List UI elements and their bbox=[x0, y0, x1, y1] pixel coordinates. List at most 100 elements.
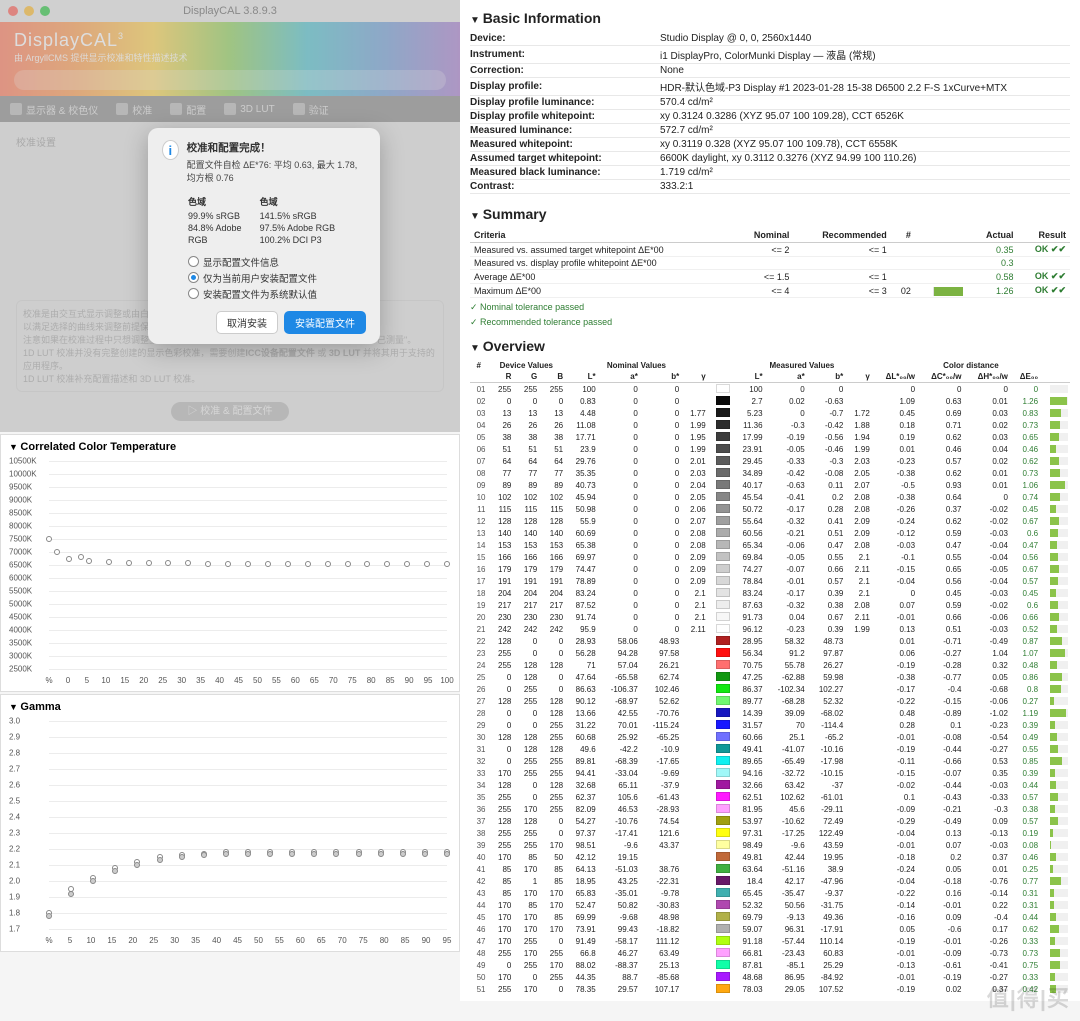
overview-row: 1111511511550.98002.0650.72-0.170.282.08… bbox=[470, 503, 1070, 515]
cct-chart-title: Correlated Color Temperature bbox=[9, 441, 451, 453]
overview-row: 1010210210245.94002.0545.54-0.410.22.08-… bbox=[470, 491, 1070, 503]
overview-row: 242551281287157.0426.2170.7555.7826.27-0… bbox=[470, 659, 1070, 671]
overview-row: 51255170078.3529.57107.1778.0329.05107.5… bbox=[470, 983, 1070, 995]
overview-row: 1212812812855.9002.0755.64-0.320.412.09-… bbox=[470, 515, 1070, 527]
toolbar-item[interactable]: 校准 bbox=[116, 102, 152, 117]
pass-nominal: Nominal tolerance passed bbox=[470, 302, 1070, 313]
overview-row: 232550056.2894.2897.5856.3491.297.870.06… bbox=[470, 647, 1070, 659]
overview-row: 1617917917974.47002.0974.27-0.070.662.11… bbox=[470, 563, 1070, 575]
overview-row: 0989898940.73002.0440.17-0.630.112.07-0.… bbox=[470, 479, 1070, 491]
overview-row: 221280028.9358.0648.9328.9558.3248.730.0… bbox=[470, 635, 1070, 647]
opt-show-profile-info[interactable]: 显示配置文件信息 bbox=[188, 255, 366, 269]
overview-row: 40170855042.1219.1549.8142.4419.95-0.180… bbox=[470, 851, 1070, 863]
window-title: DisplayCAL 3.8.9.3 bbox=[0, 5, 460, 17]
toolbar-item[interactable]: 显示器 & 校色仪 bbox=[10, 102, 98, 117]
overview-table: #Device ValuesNominal ValuesMeasured Val… bbox=[470, 360, 1070, 995]
displaycal-window: DisplayCAL 3.8.9.3 DisplayCAL3 由 ArgyllC… bbox=[0, 0, 460, 432]
overview-row: 1314014014060.69002.0860.56-0.210.512.09… bbox=[470, 527, 1070, 539]
overview-row: 260255086.63-106.37102.4686.37-102.34102… bbox=[470, 683, 1070, 695]
info-value: xy 0.3119 0.328 (XYZ 95.07 100 109.78), … bbox=[660, 138, 1070, 152]
info-value: i1 DisplayPro, ColorMunki Display — 液晶 (… bbox=[660, 46, 1070, 64]
info-key: Measured luminance: bbox=[470, 124, 660, 138]
pass-recommended: Recommended tolerance passed bbox=[470, 317, 1070, 328]
overview-row: 1516616616669.97002.0969.84-0.050.552.1-… bbox=[470, 551, 1070, 563]
overview-row: 31012812849.6-42.2-10.949.41-41.07-10.16… bbox=[470, 743, 1070, 755]
info-key: Measured whitepoint: bbox=[470, 138, 660, 152]
overview-row: 0125525525510000100000000 bbox=[470, 383, 1070, 396]
gamma-chart: 3.02.92.82.72.62.52.42.32.22.12.01.91.81… bbox=[9, 717, 451, 947]
overview-row: 2712825512890.12-68.9752.6289.77-68.2852… bbox=[470, 695, 1070, 707]
info-key: Display profile whitepoint: bbox=[470, 110, 660, 124]
opt-install-system-default[interactable]: 安装配置文件为系统默认值 bbox=[188, 287, 366, 301]
toolbar: 显示器 & 校色仪 校准 配置 3D LUT 验证 bbox=[0, 96, 460, 122]
info-key: Instrument: bbox=[470, 46, 660, 64]
cct-chart-block: Correlated Color Temperature 10500K10000… bbox=[0, 434, 460, 692]
overview-row: 47170255091.49-58.17111.1291.18-57.44110… bbox=[470, 935, 1070, 947]
overview-row: 1415315315365.38002.0865.34-0.060.472.08… bbox=[470, 539, 1070, 551]
overview-row: 32025525589.81-68.39-17.6589.65-65.49-17… bbox=[470, 755, 1070, 767]
overview-row: 3012812825560.6825.92-65.2560.6625.1-65.… bbox=[470, 731, 1070, 743]
info-value: None bbox=[660, 64, 1070, 78]
overview-row: 428518518.9543.25-22.3118.442.17-47.96-0… bbox=[470, 875, 1070, 887]
toolbar-item[interactable]: 3D LUT bbox=[224, 103, 274, 115]
info-icon: i bbox=[162, 140, 179, 160]
toolbar-item[interactable]: 配置 bbox=[170, 102, 206, 117]
overview-heading: Overview bbox=[470, 338, 1070, 354]
info-value: 570.4 cd/m² bbox=[660, 96, 1070, 110]
toolbar-icon bbox=[293, 103, 305, 115]
overview-row: 41851708564.13-51.0338.7663.64-51.1638.9… bbox=[470, 863, 1070, 875]
cancel-install-button[interactable]: 取消安装 bbox=[216, 311, 278, 334]
overview-row: 37128128054.27-10.7674.5453.97-10.6272.4… bbox=[470, 815, 1070, 827]
overview-row: 3625517025582.0946.53-28.9381.9545.6-29.… bbox=[470, 803, 1070, 815]
overview-row: 34128012832.6865.11-37.932.6663.42-37-0.… bbox=[470, 779, 1070, 791]
overview-row: 250128047.64-65.5862.7447.25-62.8859.98-… bbox=[470, 671, 1070, 683]
overview-row: 38255255097.37-17.41121.697.31-17.25122.… bbox=[470, 827, 1070, 839]
info-key: Device: bbox=[470, 32, 660, 46]
install-profile-button[interactable]: 安装配置文件 bbox=[284, 311, 366, 334]
overview-row: 280012813.6642.55-70.7614.3939.09-68.020… bbox=[470, 707, 1070, 719]
overview-row: 0877777735.35002.0334.89-0.42-0.082.05-0… bbox=[470, 467, 1070, 479]
toolbar-item[interactable]: 验证 bbox=[293, 102, 329, 117]
cct-chart: 10500K10000K9500K9000K8500K8000K7500K700… bbox=[9, 457, 451, 687]
info-value: 1.719 cd/m² bbox=[660, 166, 1070, 180]
basic-info-heading: Basic Information bbox=[470, 10, 1070, 26]
overview-row: 3925525517098.51-9.643.3798.49-9.643.59-… bbox=[470, 839, 1070, 851]
overview-row: 2023023023091.74002.191.730.040.672.11-0… bbox=[470, 611, 1070, 623]
toolbar-icon bbox=[170, 103, 182, 115]
info-key: Contrast: bbox=[470, 180, 660, 194]
opt-install-current-user[interactable]: 仅为当前用户安装配置文件 bbox=[188, 271, 366, 285]
basic-info-table: Device:Studio Display @ 0, 0, 2560x1440I… bbox=[470, 32, 1070, 194]
overview-row: 0651515123.9001.9923.91-0.05-0.461.990.0… bbox=[470, 443, 1070, 455]
info-key: Correction: bbox=[470, 64, 660, 78]
search-bar[interactable] bbox=[14, 70, 446, 90]
info-key: Display profile luminance: bbox=[470, 96, 660, 110]
info-value: Studio Display @ 0, 0, 2560x1440 bbox=[660, 32, 1070, 46]
app-header: DisplayCAL3 由 ArgyllCMS 提供显示校准和特性描述技术 bbox=[0, 22, 460, 96]
overview-row: 49025517088.02-88.3725.1387.81-85.125.29… bbox=[470, 959, 1070, 971]
overview-row: 3317025525594.41-33.04-9.6994.16-32.72-1… bbox=[470, 767, 1070, 779]
info-key: Assumed target whitepoint: bbox=[470, 152, 660, 166]
gamut-columns: 色域99.9% sRGB84.8% AdobeRGB 色域141.5% sRGB… bbox=[188, 196, 366, 247]
overview-row: 35255025562.37105.6-61.4362.51102.62-61.… bbox=[470, 791, 1070, 803]
summary-heading: Summary bbox=[470, 206, 1070, 222]
overview-row: 1820420420483.24002.183.24-0.170.392.100… bbox=[470, 587, 1070, 599]
overview-row: 1719119119178.89002.0978.84-0.010.572.1-… bbox=[470, 575, 1070, 587]
app-subtitle: 由 ArgyllCMS 提供显示校准和特性描述技术 bbox=[14, 51, 446, 64]
toolbar-icon bbox=[224, 103, 236, 115]
info-value: 6600K daylight, xy 0.3112 0.3276 (XYZ 94… bbox=[660, 152, 1070, 166]
overview-row: 438517017065.83-35.01-9.7865.45-35.47-9.… bbox=[470, 887, 1070, 899]
calibration-complete-dialog: i 校准和配置完成！ 配置文件自检 ΔE*76: 平均 0.63, 最大 1.7… bbox=[148, 128, 380, 344]
dialog-title: 校准和配置完成！ bbox=[187, 140, 366, 155]
info-key: Measured black luminance: bbox=[470, 166, 660, 180]
app-name: DisplayCAL3 bbox=[14, 30, 446, 51]
gamma-chart-block: Gamma 3.02.92.82.72.62.52.42.32.22.12.01… bbox=[0, 694, 460, 952]
overview-row: 290025531.2270.01-115.2431.5770-114.40.2… bbox=[470, 719, 1070, 731]
info-value: xy 0.3124 0.3286 (XYZ 95.07 100 109.28),… bbox=[660, 110, 1070, 124]
overview-row: 441708517052.4750.82-30.8352.3250.56-31.… bbox=[470, 899, 1070, 911]
overview-row: 031313134.48001.775.230-0.71.720.450.690… bbox=[470, 407, 1070, 419]
dialog-deltae: 配置文件自检 ΔE*76: 平均 0.63, 最大 1.78, 均方根 0.76 bbox=[187, 158, 366, 184]
gamma-chart-title: Gamma bbox=[9, 701, 451, 713]
overview-row: 451701708569.99-9.6848.9869.79-9.1349.36… bbox=[470, 911, 1070, 923]
info-key: Display profile: bbox=[470, 78, 660, 96]
overview-row: 0764646429.76002.0129.45-0.33-0.32.03-0.… bbox=[470, 455, 1070, 467]
